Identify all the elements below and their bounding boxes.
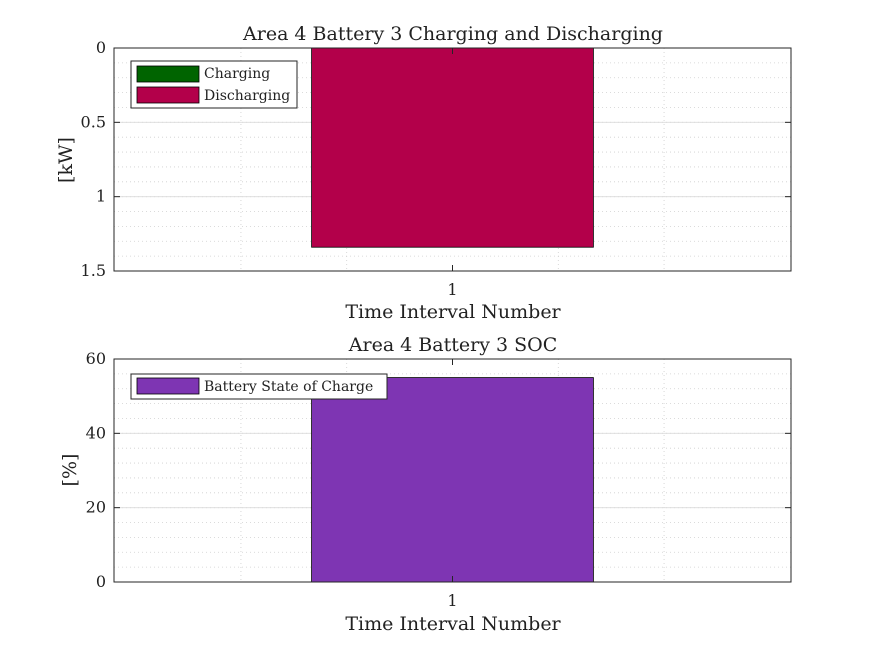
legend-label-discharging: Discharging	[204, 88, 290, 104]
top-y-tick-label: 1	[96, 187, 106, 206]
top-y-tick-label: 1.5	[81, 261, 106, 280]
top-ticks: 0 0.5 1 1.5 1	[81, 38, 791, 299]
bottom-bars	[311, 377, 594, 583]
chart-top: 0 0.5 1 1.5 1 Area 4 Battery 3 Charging and …	[55, 23, 792, 323]
bottom-y-axis-label: [%]	[59, 454, 81, 487]
top-y-axis-label: [kW]	[55, 137, 77, 183]
top-bars	[311, 47, 594, 248]
top-bar-discharging	[311, 47, 594, 248]
top-y-tick-label: 0.5	[81, 112, 106, 131]
legend-swatch-charging	[136, 65, 200, 83]
bottom-x-tick-label: 1	[447, 591, 457, 610]
chart-bottom: 0 20 40 60 1 Area 4 Battery 3 SOC Time Inter…	[59, 334, 792, 635]
bottom-x-axis-label: Time Interval Number	[345, 613, 561, 635]
top-x-tick-label: 1	[447, 280, 457, 299]
legend-label-soc: Battery State of Charge	[204, 379, 373, 395]
bottom-y-tick-label: 20	[86, 498, 106, 517]
bottom-chart-title: Area 4 Battery 3 SOC	[348, 334, 557, 356]
legend-label-charging: Charging	[204, 66, 270, 82]
bottom-legend: Battery State of Charge	[130, 373, 388, 400]
top-y-tick-label: 0	[96, 38, 106, 57]
bottom-y-tick-label: 40	[86, 423, 106, 442]
legend-swatch-discharging	[136, 86, 200, 104]
bottom-y-tick-label: 0	[96, 572, 106, 591]
legend-swatch-soc	[136, 377, 200, 395]
bottom-bar-battery-state-of-charge	[311, 377, 594, 583]
top-x-axis-label: Time Interval Number	[345, 301, 561, 323]
bottom-ticks: 0 20 40 60 1	[86, 349, 791, 610]
bottom-y-tick-label: 60	[86, 349, 106, 368]
top-chart-title: Area 4 Battery 3 Charging and Dischargin…	[242, 23, 663, 45]
top-legend: Charging Discharging	[130, 60, 298, 109]
